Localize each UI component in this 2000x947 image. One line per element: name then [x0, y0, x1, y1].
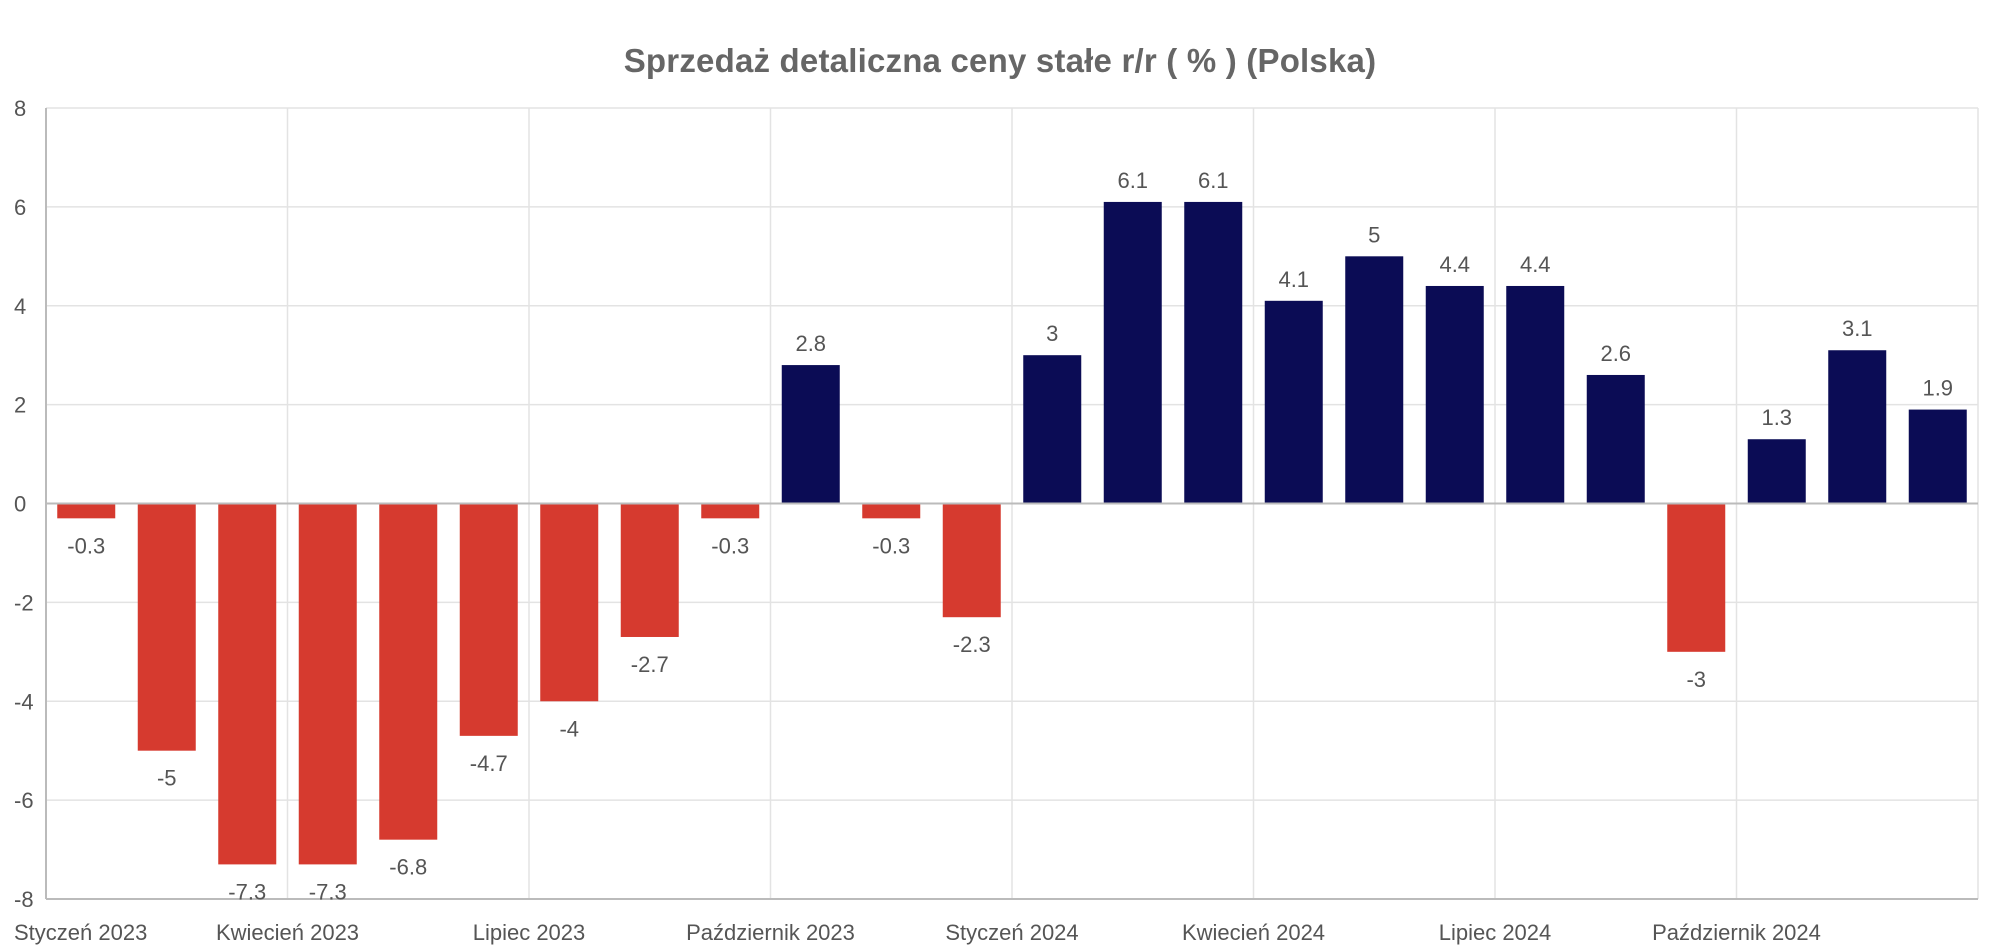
data-label: 3.1 [1842, 316, 1873, 341]
x-tick-label: Październik 2023 [686, 920, 855, 945]
x-tick-label: Lipiec 2024 [1439, 920, 1552, 945]
data-label: 6.1 [1117, 168, 1148, 193]
bar[interactable] [379, 503, 438, 840]
bar[interactable] [1103, 201, 1162, 504]
data-label: 1.3 [1761, 405, 1792, 430]
data-label: 4.4 [1520, 252, 1551, 277]
y-tick-label: -2 [14, 590, 34, 615]
x-tick-label: Kwiecień 2024 [1182, 920, 1325, 945]
y-tick-label: 6 [14, 195, 26, 220]
bars [57, 201, 1967, 865]
bar[interactable] [218, 503, 277, 865]
bar[interactable] [942, 503, 1001, 618]
bar[interactable] [1586, 374, 1645, 504]
y-tick-label: -6 [14, 788, 34, 813]
bar[interactable] [1908, 409, 1967, 504]
bar[interactable] [57, 503, 116, 519]
bar[interactable] [1023, 355, 1082, 504]
data-label: 3 [1046, 321, 1058, 346]
bar[interactable] [1747, 439, 1806, 504]
y-tick-label: 8 [14, 96, 26, 121]
x-tick-label: Kwiecień 2023 [216, 920, 359, 945]
bar[interactable] [459, 503, 518, 736]
x-tick-label: Październik 2024 [1652, 920, 1821, 945]
bar[interactable] [701, 503, 760, 519]
y-tick-label: -4 [14, 689, 34, 714]
data-label: -2.3 [953, 632, 991, 657]
bar[interactable] [862, 503, 921, 519]
x-tick-label: Styczeń 2023 [14, 920, 147, 945]
data-label: 6.1 [1198, 168, 1229, 193]
bar[interactable] [781, 365, 840, 504]
data-label: 2.8 [795, 331, 826, 356]
data-label: 1.9 [1922, 376, 1953, 401]
bar[interactable] [1828, 350, 1887, 504]
data-labels: -0.3 -5 -7.3 -7.3 -6.8 -4.7 -4 -2.7 -0.3 2.8 -0.3 -… [67, 168, 1953, 904]
data-label: 2.6 [1600, 341, 1631, 366]
bar[interactable] [1264, 300, 1323, 504]
bar[interactable] [1506, 285, 1565, 504]
y-tick-label: -8 [14, 887, 34, 912]
x-axis-tick-labels: Styczeń 2023 Kwiecień 2023 Lipiec 2023 Paźd… [14, 920, 1821, 945]
data-label: -3 [1686, 667, 1706, 692]
bar[interactable] [540, 503, 599, 702]
bar[interactable] [620, 503, 679, 637]
data-label: -0.3 [872, 533, 910, 558]
bar[interactable] [137, 503, 196, 751]
bar[interactable] [1184, 201, 1243, 504]
bar[interactable] [1667, 503, 1726, 652]
chart-title: Sprzedaż detaliczna ceny stałe r/r ( % )… [623, 42, 1377, 79]
data-label: -7.3 [309, 879, 347, 904]
bar[interactable] [1425, 285, 1484, 504]
x-tick-label: Styczeń 2024 [945, 920, 1078, 945]
data-label: 5 [1368, 222, 1380, 247]
data-label: -4.7 [470, 751, 508, 776]
y-tick-label: 4 [14, 294, 26, 319]
y-axis-tick-labels: 8 6 4 2 0 -2 -4 -6 -8 [14, 96, 34, 912]
data-label: 4.4 [1439, 252, 1470, 277]
data-label: -6.8 [389, 855, 427, 880]
data-label: -2.7 [631, 652, 669, 677]
data-label: -0.3 [67, 533, 105, 558]
bar[interactable] [298, 503, 357, 865]
bar[interactable] [1345, 256, 1404, 504]
data-label: 4.1 [1278, 267, 1309, 292]
data-label: -5 [157, 766, 177, 791]
y-tick-label: 2 [14, 393, 26, 418]
x-tick-label: Lipiec 2023 [473, 920, 586, 945]
data-label: -7.3 [228, 879, 266, 904]
data-label: -4 [559, 716, 579, 741]
data-label: -0.3 [711, 533, 749, 558]
y-tick-label: 0 [14, 492, 26, 517]
